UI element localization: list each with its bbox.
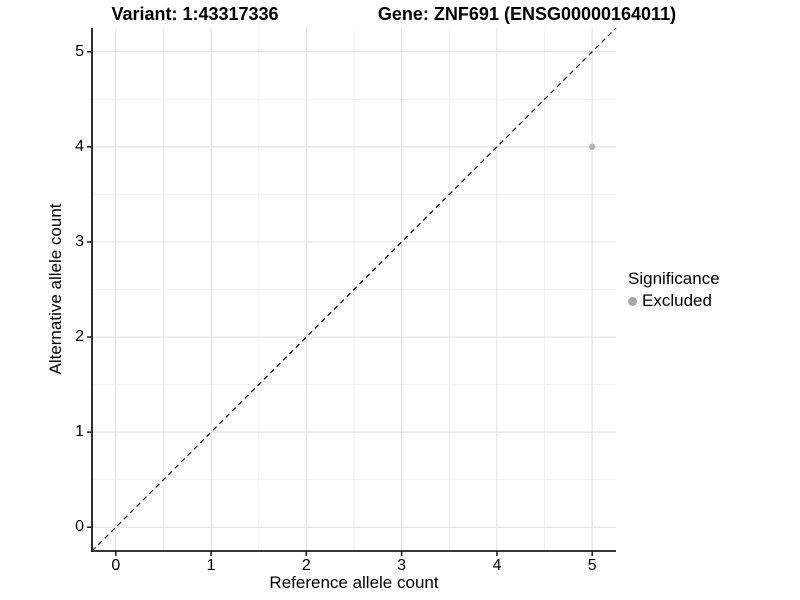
data-points: [588, 143, 596, 151]
variant-title: Variant: 1:43317336: [111, 4, 279, 24]
x-tick-label: 5: [587, 557, 597, 574]
x-tick-label: 1: [206, 557, 216, 574]
y-tick-label: 1: [75, 423, 84, 441]
legend-title: Significance: [628, 269, 720, 288]
identity-line: [91, 27, 617, 552]
legend-entry: Excluded: [628, 291, 720, 311]
x-tick-label: 4: [492, 557, 502, 574]
legend-entries: Excluded: [628, 291, 720, 311]
minor-gridlines: [92, 28, 616, 551]
y-tick-label: 4: [75, 137, 84, 155]
x-tick-label: 0: [111, 557, 121, 574]
legend: Significance Excluded: [628, 269, 720, 311]
y-tick-label: 2: [75, 328, 84, 346]
y-axis-title: Alternative allele count: [46, 203, 65, 375]
scatter-point: [588, 143, 596, 151]
x-tick-label: 2: [301, 557, 311, 574]
y-tick-label: 0: [75, 518, 84, 536]
x-tick-label: 3: [397, 557, 407, 574]
x-axis-title: Reference allele count: [269, 573, 439, 592]
axis-lines: [91, 28, 616, 552]
y-tick-label: 3: [75, 232, 84, 250]
axis-tick-marks: [87, 51, 593, 556]
legend-entry-label: Excluded: [642, 291, 712, 310]
gene-title: Gene: ZNF691 (ENSG00000164011): [377, 4, 677, 24]
major-gridlines: [92, 28, 616, 551]
y-tick-label: 5: [75, 42, 84, 60]
legend-point-icon: [628, 296, 637, 306]
identity-dashed-line: [91, 27, 617, 552]
